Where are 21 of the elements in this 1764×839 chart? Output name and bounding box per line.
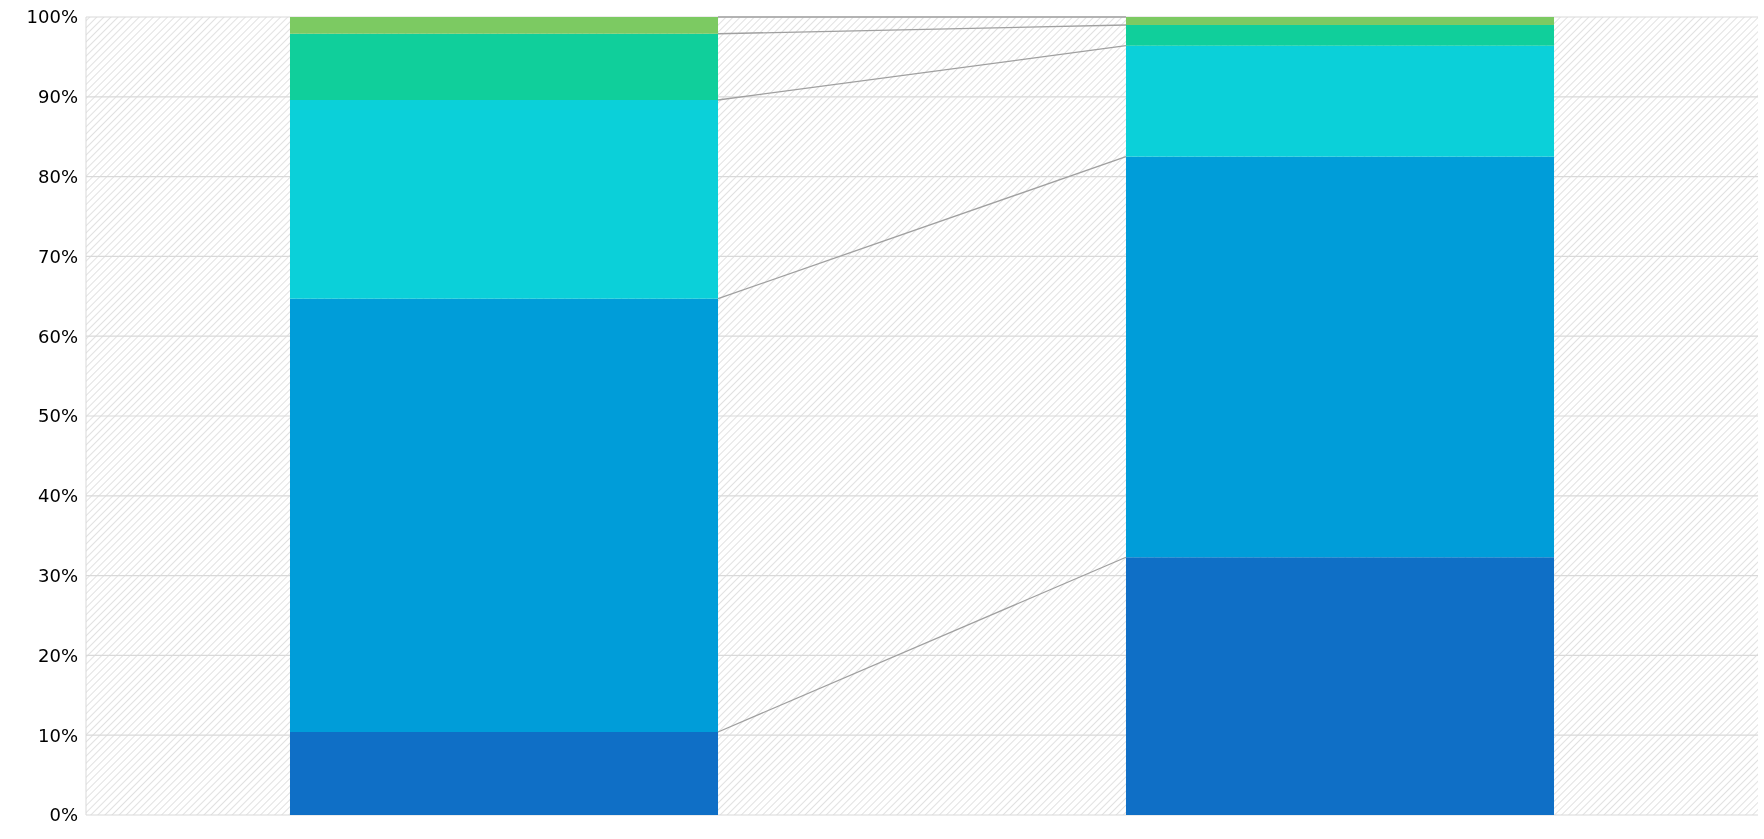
- bar: [1125, 557, 1555, 815]
- bar: [1125, 45, 1555, 157]
- y-tick-label: 100%: [26, 6, 78, 28]
- bar: [1125, 17, 1555, 25]
- bar: [289, 33, 719, 100]
- bar: [289, 99, 719, 299]
- y-tick-label: 60%: [37, 325, 78, 347]
- bar: [1125, 156, 1555, 558]
- y-tick-label: 0%: [49, 804, 78, 826]
- bar: [1125, 24, 1555, 46]
- y-tick-label: 10%: [37, 724, 78, 746]
- y-tick-label: 70%: [37, 245, 78, 267]
- bar: [289, 298, 719, 733]
- y-tick-label: 40%: [37, 485, 78, 507]
- y-tick-label: 50%: [37, 405, 78, 427]
- bar: [289, 732, 719, 815]
- y-tick-label: 20%: [37, 644, 78, 666]
- y-tick-label: 90%: [37, 86, 78, 108]
- y-tick-label: 80%: [37, 165, 78, 187]
- y-tick-label: 30%: [37, 564, 78, 586]
- bar: [289, 17, 719, 34]
